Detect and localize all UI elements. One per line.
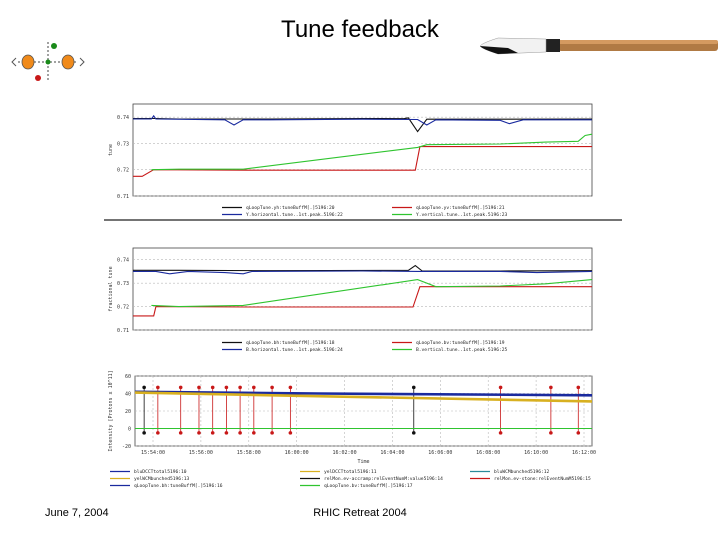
event-marker [498, 385, 503, 390]
y-axis-label: fractional tune [108, 266, 114, 311]
series-line [133, 146, 592, 177]
x-tick-label: 16:00:00 [285, 450, 309, 456]
event-marker [238, 431, 242, 435]
event-marker [142, 431, 146, 435]
event-marker [288, 431, 293, 435]
event-marker [549, 431, 553, 435]
event-marker [156, 431, 160, 435]
event-marker [252, 385, 256, 390]
footer-event: RHIC Retreat 2004 [313, 507, 407, 519]
event-marker [224, 385, 229, 390]
x-tick-label: 16:12:00 [572, 450, 596, 456]
legend-label: yelWCMbunched5196:13 [134, 476, 190, 482]
legend-label: bluWCMbunched5196:12 [494, 469, 550, 475]
y-tick-label: 0.72 [117, 168, 129, 174]
y-tick-label: 0.74 [117, 258, 129, 264]
y-axis-label: Intensity [Protons x 10^11] [108, 370, 114, 451]
y-tick-label: 40 [125, 392, 131, 398]
event-marker [288, 385, 293, 390]
event-marker [498, 431, 503, 435]
event-marker [210, 431, 215, 435]
plot-frame [132, 103, 593, 197]
x-tick-label: 16:02:00 [333, 450, 357, 456]
y-tick-label: 0.71 [117, 194, 129, 200]
event-marker [576, 385, 581, 390]
event-marker [156, 385, 160, 390]
y-tick-label: 0.73 [117, 281, 129, 287]
legend-label: relMon.ev-accramp:relEventNumM:value5196… [324, 476, 443, 482]
x-axis-label: Time [357, 459, 369, 465]
event-marker [197, 385, 201, 390]
event-marker [238, 385, 242, 390]
x-tick-label: 15:56:00 [189, 450, 213, 456]
footer-date: June 7, 2004 [45, 507, 109, 519]
series-line [134, 391, 593, 403]
legend-label: relMon.ev-stone:relEventNumM5196:15 [494, 476, 591, 482]
event-marker [411, 431, 416, 435]
legend-label: qLoopTune.yv:tuneBuffM[.]5196:21 [416, 205, 505, 211]
y-tick-label: -20 [122, 444, 131, 450]
legend-label: qLoopTune.bh:tuneBuffM[.]5196:18 [246, 340, 335, 346]
x-tick-label: 16:06:00 [428, 450, 452, 456]
legend-label: qLoopTune.bh:tuneBuffM[.]5196:16 [134, 483, 223, 489]
y-tick-label: 0.74 [117, 115, 129, 121]
event-marker [142, 385, 146, 390]
legend-label: qLoopTune.bv:tuneBuffM[.]5196:19 [416, 340, 505, 346]
event-marker [224, 431, 229, 435]
series-line [134, 390, 593, 397]
x-tick-label: 16:08:00 [476, 450, 500, 456]
x-tick-label: 16:10:00 [524, 450, 548, 456]
event-marker [178, 431, 183, 435]
slide-title: Tune feedback [281, 16, 439, 43]
legend-label: B.horizontal.tune..1st.peak.5196:24 [246, 347, 343, 353]
event-marker [210, 385, 215, 390]
event-marker [576, 431, 581, 435]
y-tick-label: 0.73 [117, 141, 129, 147]
rhic-logo [11, 42, 85, 82]
event-marker [178, 385, 183, 390]
series-line [151, 279, 593, 308]
y-axis-label: tune [108, 144, 114, 156]
event-marker [252, 431, 256, 435]
legend-label: qLoopTune.yh:tuneBuffM[.]5196:20 [246, 205, 335, 211]
x-tick-label: 16:04:00 [380, 450, 404, 456]
legend-label: B.vertical.tune..1st.peak.5196:25 [416, 347, 508, 353]
y-tick-label: 20 [125, 409, 131, 415]
x-tick-label: 15:54:00 [141, 450, 165, 456]
series-line [151, 133, 593, 171]
legend-label: qLoopTune.bv:tuneBuffM[.]5196:17 [324, 483, 413, 489]
legend-label: Y.horizontal.tune..1st.peak.5196:22 [246, 212, 343, 218]
y-tick-label: 60 [125, 374, 131, 380]
series-line [133, 270, 593, 275]
series-line [133, 114, 592, 126]
event-marker [549, 385, 553, 390]
event-marker [270, 431, 274, 435]
legend-label: bluDCCTtotal5196:10 [134, 469, 187, 475]
event-marker [411, 385, 416, 390]
series-line [133, 286, 592, 317]
event-marker [270, 385, 274, 390]
legend-label: Y.vertical.tune..1st.peak.5196:23 [416, 212, 508, 218]
legend-label: yelDCCTtotal5196:11 [324, 469, 377, 475]
y-tick-label: 0 [128, 427, 131, 433]
plot-frame [132, 247, 593, 331]
y-tick-label: 0.72 [117, 305, 129, 311]
x-tick-label: 15:58:00 [237, 450, 261, 456]
y-tick-label: 0.71 [117, 328, 129, 334]
event-marker [197, 431, 201, 435]
calligraphy-brush-image [479, 37, 718, 55]
